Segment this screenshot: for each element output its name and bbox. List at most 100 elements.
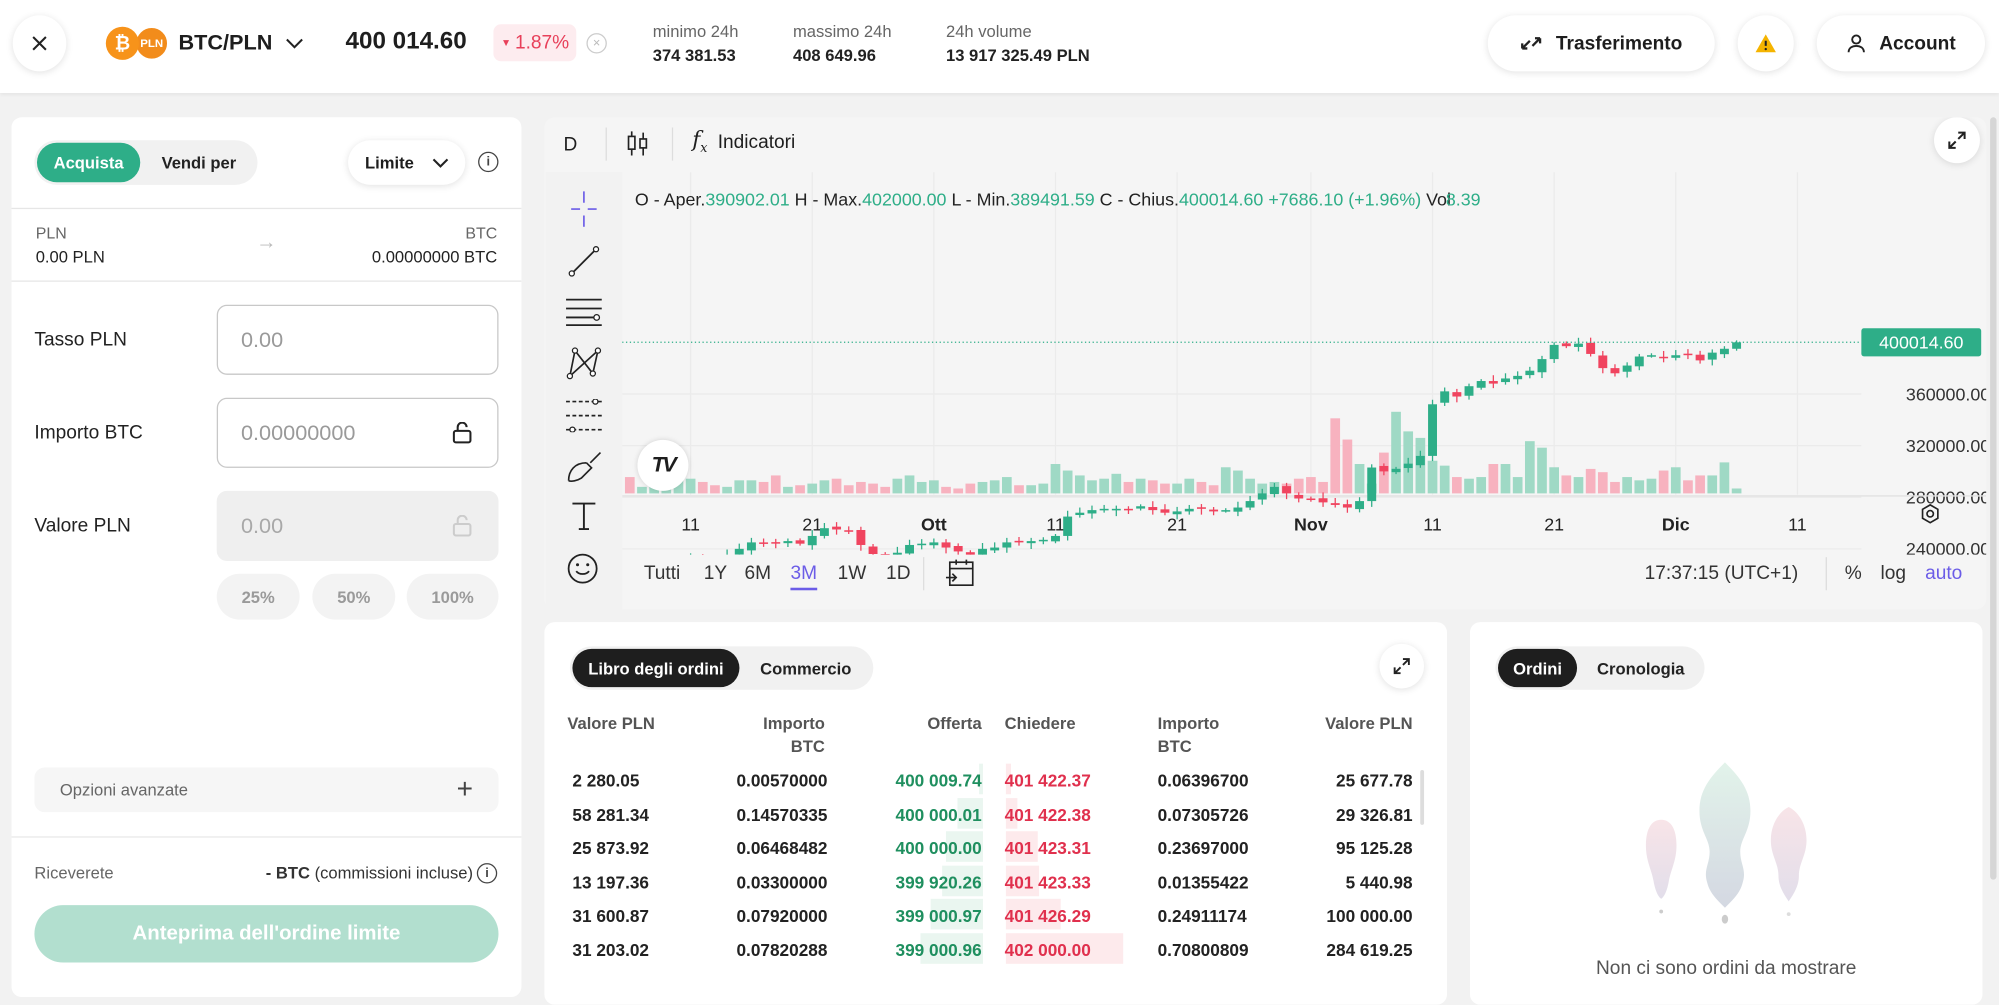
order-type-select[interactable]: Limite [348,140,466,185]
order-book-expand-button[interactable] [1379,643,1425,689]
percent-50-button[interactable]: 50% [312,573,396,620]
range-1d[interactable]: 1D [886,562,911,584]
crosshair-icon[interactable] [569,191,600,227]
volume-bar [1695,475,1705,494]
volume-bar [1488,464,1499,494]
stat-high: massimo 24h 408 649.96 [793,22,892,65]
preview-order-button[interactable]: Anteprima dell'ordine limite [34,905,499,963]
rate-input[interactable]: 0.00 [216,304,499,375]
sell-tab[interactable]: Vendi per [161,152,237,173]
candles-icon[interactable] [626,130,649,158]
info-icon[interactable]: i [476,863,498,884]
candle-body [905,544,915,554]
to-currency: BTC [465,224,498,243]
buy-tab[interactable]: Acquista [36,142,141,183]
pair-selector[interactable]: ₿ PLN BTC/PLN [105,25,310,61]
order-book-panel: Libro degli ordini Commercio Valore PLN … [544,622,1448,1005]
receive-label: Riceverete [34,863,114,883]
amount-input[interactable]: 0.00000000 [216,397,499,468]
unlock-icon[interactable] [452,421,472,444]
warning-button[interactable] [1737,15,1794,72]
bid-price: 399 000.96 [895,940,982,960]
volume-bar [1670,467,1681,494]
percent-scale-toggle[interactable]: % [1844,562,1862,584]
ask-amount: 0.24911174 [1157,906,1247,927]
empty-orders-text: Non ci sono ordini da mostrare [1595,957,1857,980]
tab-trades[interactable]: Commercio [760,658,852,678]
receive-amount: - BTC [265,863,310,883]
clock: 17:37:15 (UTC+1) [1644,562,1799,584]
tradingview-logo[interactable]: TV [637,439,689,491]
stat-value: 408 649.96 [792,45,876,66]
clear-icon[interactable]: × [586,33,607,54]
ask-depth-bar [1005,899,1062,930]
range-3m[interactable]: 3M [790,562,818,591]
log-scale-toggle[interactable]: log [1880,562,1907,584]
price-chart[interactable]: 360000.00320000.00280000.00240000.002000… [622,172,1987,555]
range-1w[interactable]: 1W [837,562,867,584]
account-button[interactable]: Account [1816,15,1986,72]
bid-value: 13 197.36 [572,873,650,893]
range-6m[interactable]: 6M [744,562,772,584]
tab-orders[interactable]: Ordini [1498,648,1578,688]
text-tool-icon[interactable] [570,501,598,532]
bid-amount: 0.00570000 [736,771,828,791]
chart-fullscreen-button[interactable] [1934,117,1980,164]
volume-bar [1026,485,1037,494]
page-scrollbar[interactable] [1990,117,1997,880]
candle-body [941,542,951,548]
info-icon[interactable]: i [478,151,499,173]
volume-bar [1330,418,1341,494]
volume-bar [1196,481,1207,494]
open-value: 390902.01 [705,188,790,210]
tab-order-book[interactable]: Libro degli ordini [572,648,740,688]
ask-depth-bar [1005,763,1011,795]
ask-value: 95 125.28 [1336,839,1413,859]
advanced-options-toggle[interactable]: Opzioni avanzate + [34,767,499,813]
brush-icon[interactable] [565,450,603,483]
emoji-icon[interactable] [566,552,599,585]
candle-body [1513,375,1523,380]
order-book-scrollbar[interactable] [1420,770,1425,825]
candle-body [795,540,805,544]
interval-button[interactable]: D [563,133,578,156]
candle-body [1707,352,1717,360]
tab-history[interactable]: Cronologia [1597,658,1685,678]
stat-label: 24h volume [945,21,1032,41]
volume-bar [1050,464,1061,494]
last-price-tag [1861,328,1982,357]
close-button[interactable] [12,15,67,72]
ask-amount: 0.01355422 [1157,873,1249,893]
candle-body [807,535,817,546]
percent-25-button[interactable]: 25% [216,573,300,620]
volume-bar [722,486,732,494]
candle-body [759,542,769,544]
chevron-down-icon [285,38,303,49]
auto-scale-toggle[interactable]: auto [1925,562,1963,584]
candle-body [734,548,744,555]
candle-body [917,543,927,546]
bid-amount: 0.07820288 [736,940,828,960]
volume-bar [1257,483,1268,494]
candle-body [1719,348,1729,355]
candle-body [1561,343,1571,347]
percent-100-button[interactable]: 100% [406,573,499,620]
indicators-button[interactable]: fx Indicatori [692,127,795,156]
fib-retracement-icon[interactable] [565,297,603,328]
receive-value: - BTC (commissioni incluse) [266,863,473,882]
trend-line-icon[interactable] [567,245,600,278]
range-1y[interactable]: 1Y [703,562,728,584]
volume-bar [1123,481,1134,494]
pattern-icon[interactable] [565,345,603,381]
transfer-button[interactable]: Trasferimento [1487,15,1715,72]
bid-depth-bar [946,831,983,863]
go-to-date-icon[interactable] [945,558,976,589]
volume-bar [1731,488,1742,494]
amount-label: Importo BTC [34,421,143,444]
candle-body [1646,355,1656,357]
prediction-icon[interactable] [565,399,603,433]
stat-label: massimo 24h [792,21,892,41]
stat-volume: 24h volume 13 917 325.49 PLN [946,22,1090,65]
candle-body [1610,368,1620,374]
range-all[interactable]: Tutti [643,562,681,584]
